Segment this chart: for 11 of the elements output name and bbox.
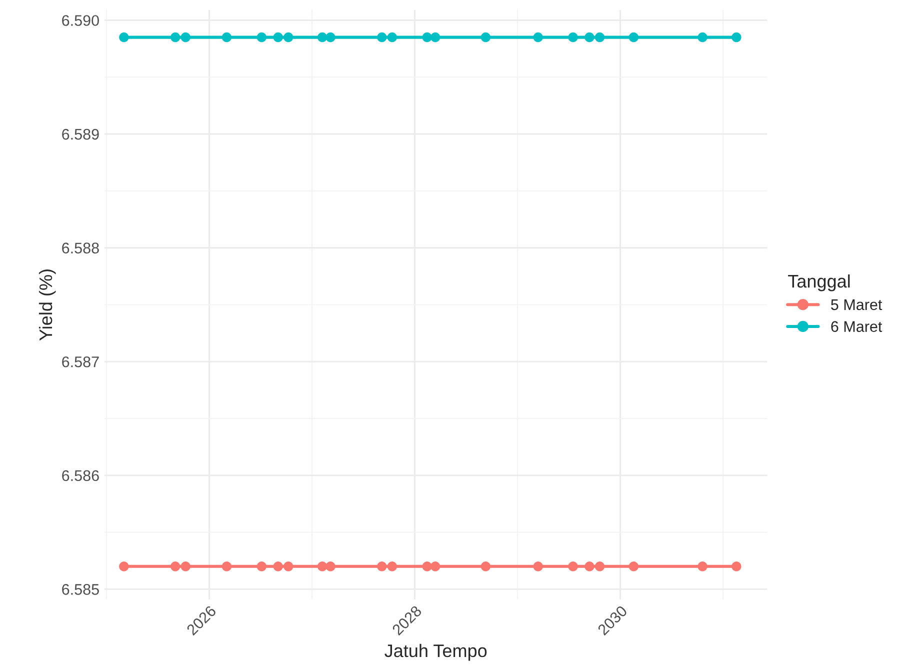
y-tick-label: 6.588 [62, 242, 99, 254]
y-axis-title: Yield (%) [38, 270, 56, 341]
y-tick-label: 6.589 [62, 128, 99, 140]
y-tick-label: 6.590 [62, 15, 99, 26]
y-tick-label: 6.586 [62, 470, 99, 482]
y-tick-label: 6.585 [62, 584, 99, 595]
x-axis-title: Jatuh Tempo [384, 644, 487, 661]
legend-label: 5 Maret [831, 299, 882, 310]
legend-title: Tanggal [788, 274, 850, 292]
legend-label: 6 Maret [831, 321, 882, 332]
y-tick-label: 6.587 [62, 356, 99, 368]
